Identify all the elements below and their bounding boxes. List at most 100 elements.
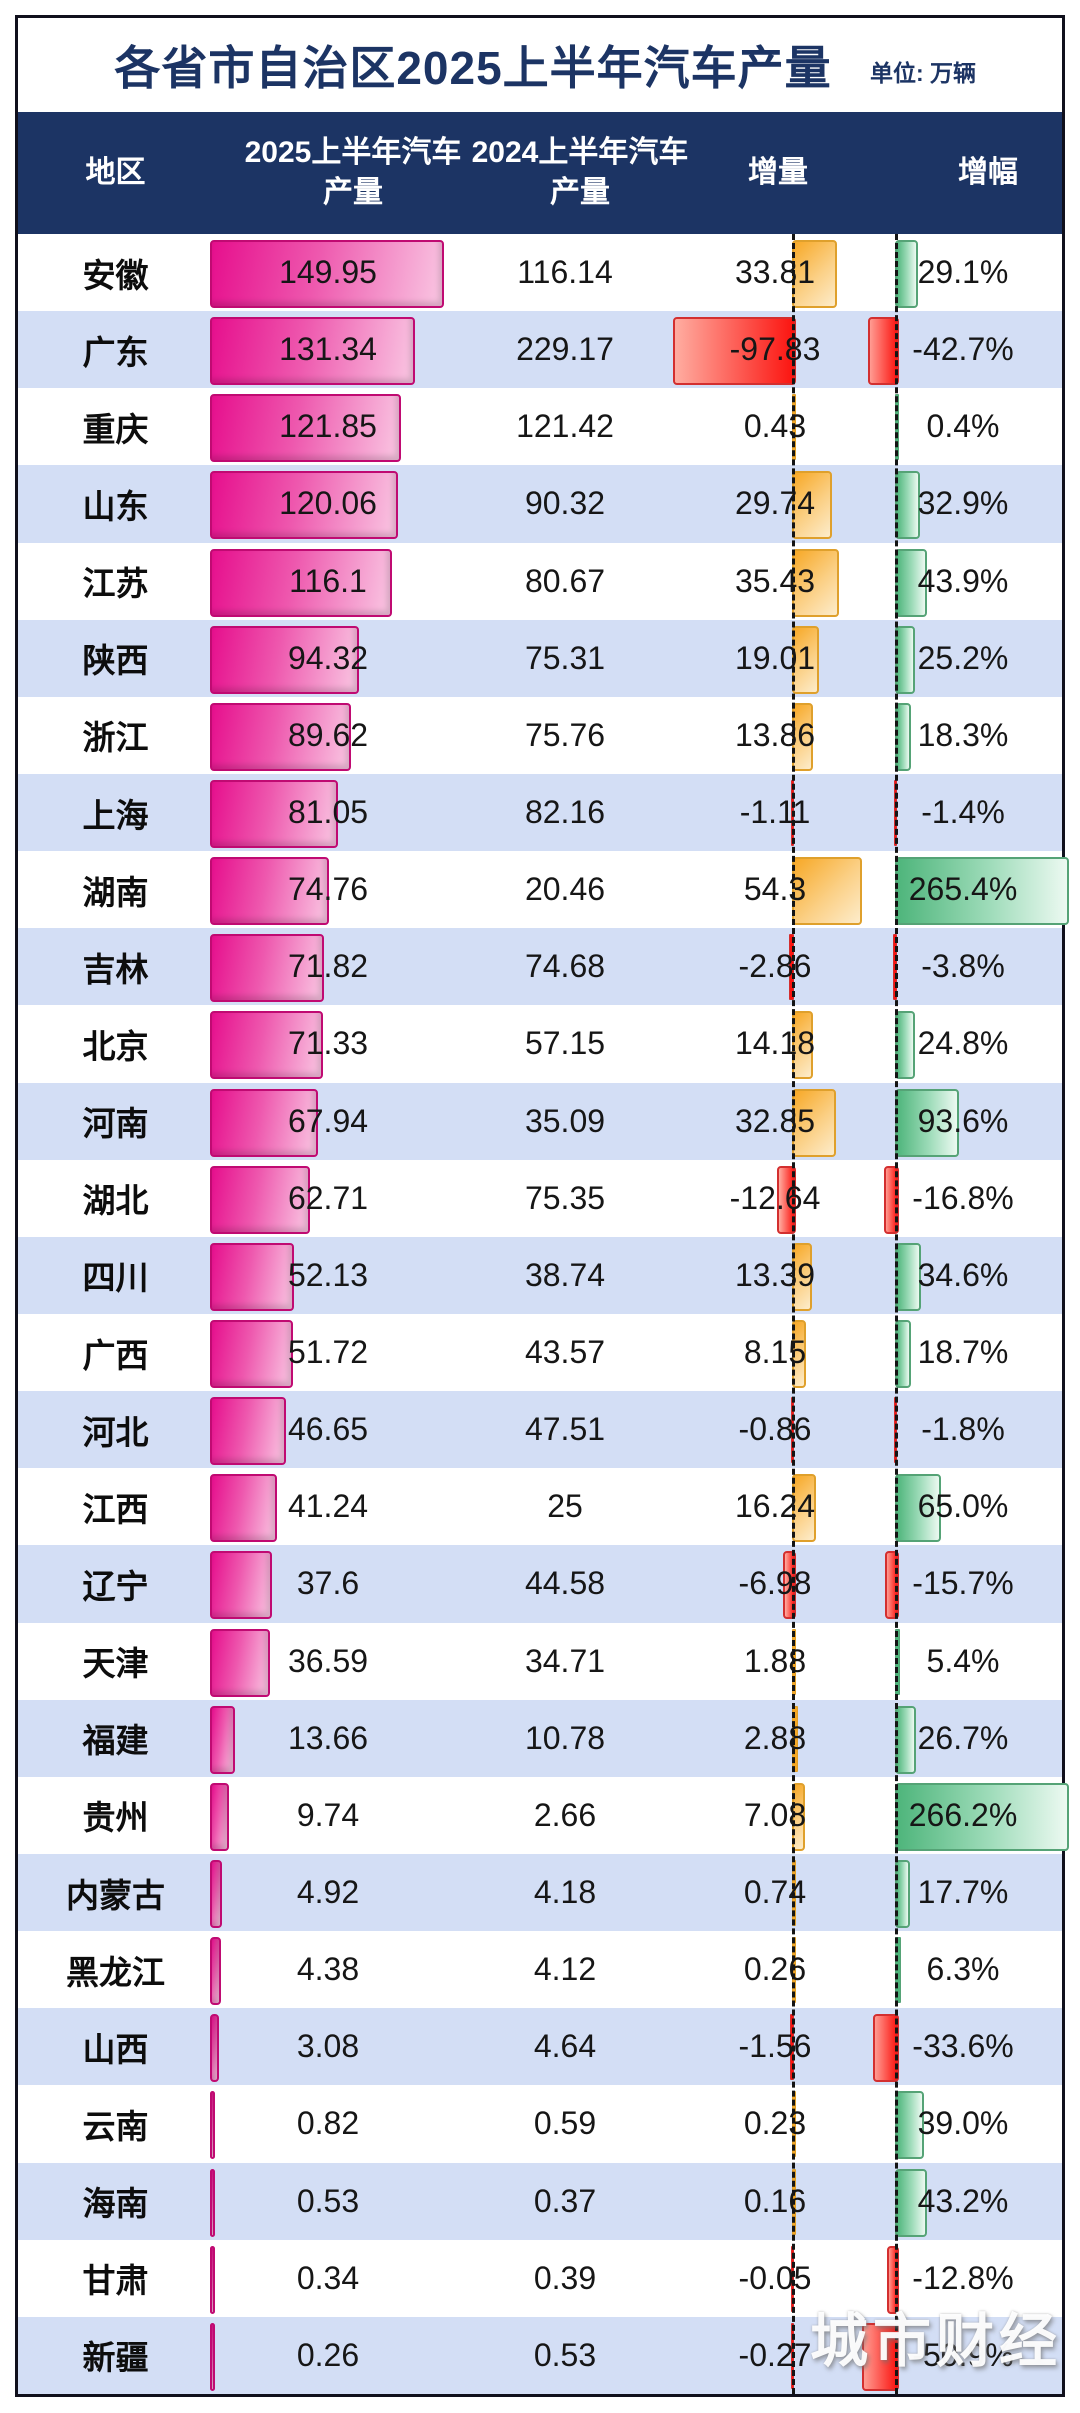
growth-value: 0.4%: [926, 408, 1000, 445]
delta-value: 0.43: [743, 408, 807, 445]
growth-value: -15.7%: [912, 1565, 1014, 1602]
table-row: 黑龙江 4.38 4.12 0.26 6.3%: [18, 1931, 1062, 2009]
region-cell: 甘肃: [82, 2262, 149, 2300]
growth-value: 26.7%: [917, 1719, 1009, 1756]
production-2025-value: 4.38: [296, 1951, 360, 1988]
growth-value: 24.8%: [917, 1025, 1009, 1062]
production-bar-2025: [210, 1859, 222, 1928]
table-row: 重庆 121.85 121.42 0.43 0.4%: [18, 388, 1062, 466]
table-header: 地区 2025上半年汽车 产量 2024上半年汽车 产量 增量 增幅: [18, 112, 1062, 234]
table-row: 贵州 9.74 2.66 7.08 266.2%: [18, 1776, 1070, 1854]
production-2024-value: 10.78: [524, 1719, 606, 1756]
production-bar-2025: [210, 1397, 286, 1466]
production-2024-value: 57.15: [524, 1025, 606, 1062]
production-2024-value: 47.51: [524, 1411, 606, 1448]
production-2025-value: 37.6: [296, 1565, 360, 1602]
table-row: 湖北 62.71 75.35 -12.64 -16.8%: [18, 1159, 1062, 1237]
region-cell: 江西: [82, 1490, 149, 1528]
production-bar-2025: [210, 2091, 216, 2160]
delta-value: 29.74: [734, 485, 816, 522]
production-bar-2025: [210, 317, 416, 386]
table-row: 安徽 149.95 116.14 33.81 29.1%: [18, 234, 1062, 312]
table-row: 甘肃 0.34 0.39 -0.05 -12.8%: [18, 2239, 1062, 2317]
unit-label: 单位: 万辆: [870, 60, 977, 86]
production-2024-value: 75.76: [524, 716, 606, 753]
production-bar-2025: [210, 1011, 324, 1080]
production-2024-value: 229.17: [516, 331, 614, 368]
growth-value: 5.4%: [926, 1642, 1000, 1679]
production-2025-value: 121.85: [279, 408, 377, 445]
region-cell: 广西: [82, 1336, 149, 1374]
delta-bar: [672, 317, 796, 386]
production-2024-value: 0.37: [533, 2182, 597, 2219]
production-2025-value: 3.08: [296, 2028, 360, 2065]
delta-value: 32.85: [734, 1102, 816, 1139]
table-row: 云南 0.82 0.59 0.23 39.0%: [18, 2085, 1062, 2163]
growth-bar: [873, 2014, 899, 2083]
region-cell: 贵州: [82, 1799, 149, 1837]
production-2024-value: 80.67: [524, 562, 606, 599]
delta-value: -6.98: [738, 1565, 812, 1602]
production-2024-value: 20.46: [524, 871, 606, 908]
table-row: 江苏 116.1 80.67 35.43 43.9%: [18, 542, 1062, 620]
delta-value: 0.16: [743, 2182, 807, 2219]
delta-value: 13.86: [734, 716, 816, 753]
region-cell: 辽宁: [82, 1567, 149, 1605]
region-cell: 云南: [82, 2107, 149, 2145]
region-cell: 安徽: [82, 256, 149, 294]
delta-value: 0.23: [743, 2105, 807, 2142]
production-bar-2025: [210, 1628, 271, 1697]
table-row: 四川 52.13 38.74 13.39 34.6%: [18, 1236, 1062, 1314]
delta-value: 19.01: [734, 639, 816, 676]
production-bar-2025: [210, 1088, 319, 1157]
production-2024-value: 25: [547, 1488, 583, 1525]
growth-bar: [895, 857, 1069, 926]
delta-value: 35.43: [734, 562, 816, 599]
growth-value: 34.6%: [917, 1256, 1009, 1293]
production-2025-value: 52.13: [287, 1256, 369, 1293]
region-cell: 新疆: [82, 2339, 149, 2377]
delta-value: -2.86: [738, 948, 812, 985]
table-row: 新疆 0.26 0.53 -0.27 -50.9%: [18, 2316, 1062, 2394]
delta-value: 14.18: [734, 1025, 816, 1062]
production-bar-2025: [210, 2322, 215, 2391]
production-2024-value: 74.68: [524, 948, 606, 985]
production-2024-value: 2.66: [533, 1796, 597, 1833]
production-bar-2025: [210, 1551, 272, 1620]
delta-value: 13.39: [734, 1256, 816, 1293]
production-2024-value: 0.53: [533, 2336, 597, 2373]
region-cell: 广东: [82, 333, 149, 371]
region-cell: 湖南: [82, 873, 149, 911]
region-cell: 浙江: [82, 719, 149, 757]
table-row: 广西 51.72 43.57 8.15 18.7%: [18, 1313, 1062, 1392]
production-2024-value: 38.74: [524, 1256, 606, 1293]
region-cell: 黑龙江: [66, 1953, 165, 1991]
delta-value: 0.26: [743, 1951, 807, 1988]
growth-value: -1.4%: [921, 794, 1005, 831]
production-bar-2025: [210, 702, 352, 771]
table-row: 吉林 71.82 74.68 -2.86 -3.8%: [18, 928, 1062, 1006]
growth-value: -3.8%: [921, 948, 1005, 985]
growth-value: 25.2%: [917, 639, 1009, 676]
delta-value: 0.74: [743, 1874, 807, 1911]
growth-value: 43.2%: [917, 2182, 1009, 2219]
header-2024-production: 2024上半年汽车 产量: [471, 136, 689, 209]
region-cell: 福建: [82, 1722, 149, 1760]
watermark: 城市财经: [809, 2309, 1062, 2374]
region-cell: 河北: [82, 1413, 149, 1451]
production-2025-value: 71.82: [287, 948, 369, 985]
table-row: 辽宁 37.6 44.58 -6.98 -15.7%: [18, 1545, 1062, 1623]
header-2025-production: 2025上半年汽车 产量: [244, 136, 462, 209]
delta-value: -1.56: [738, 2028, 812, 2065]
production-2024-value: 82.16: [524, 794, 606, 831]
growth-value: 39.0%: [917, 2105, 1009, 2142]
page-title: 各省市自治区2025上半年汽车产量: [114, 42, 832, 94]
production-2025-value: 0.34: [296, 2259, 360, 2296]
production-2025-value: 89.62: [287, 716, 369, 753]
table-row: 海南 0.53 0.37 0.16 43.2%: [18, 2162, 1062, 2240]
region-cell: 江苏: [82, 565, 149, 603]
delta-value: -0.05: [738, 2259, 812, 2296]
region-cell: 河南: [82, 1105, 149, 1143]
production-2025-value: 9.74: [296, 1796, 360, 1833]
growth-value: 17.7%: [917, 1874, 1009, 1911]
